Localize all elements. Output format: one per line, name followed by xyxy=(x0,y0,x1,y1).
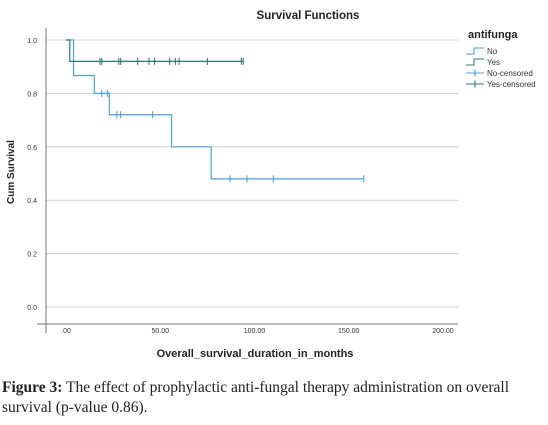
x-axis-label: Overall_survival_duration_in_months xyxy=(157,348,354,360)
legend-swatch-step xyxy=(466,47,484,55)
caption-text: The effect of prophylactic anti-fungal t… xyxy=(2,379,510,416)
caption-label: Figure 3: xyxy=(2,379,63,396)
y-tick-label: 0.2 xyxy=(27,252,37,259)
legend-label: Yes xyxy=(487,58,500,67)
figure-caption: Figure 3: The effect of prophylactic ant… xyxy=(2,378,546,418)
x-tick-labels: .00 50.00 100.00 150.00 200.00 xyxy=(61,328,454,335)
gridlines xyxy=(46,39,458,308)
x-tick-label: 150.00 xyxy=(338,328,360,335)
y-axis-label: Cum Survival xyxy=(6,140,17,204)
legend-swatch-censored xyxy=(466,69,484,77)
y-tick-label: 0.0 xyxy=(27,305,37,312)
y-tick-label: 0.4 xyxy=(27,198,37,205)
x-tick-label: .00 xyxy=(61,328,71,335)
legend-swatch-step xyxy=(466,58,484,66)
x-tick-label: 100.00 xyxy=(244,328,266,335)
legend-label: No xyxy=(487,47,498,56)
legend-swatch-censored xyxy=(466,80,484,88)
x-tick-label: 200.00 xyxy=(432,328,454,335)
y-tick-label: 1.0 xyxy=(27,38,37,45)
chart-title: Survival Functions xyxy=(257,10,360,22)
survival-chart: 0.0 0.2 0.4 0.6 0.8 1.0 .00 50.00 100.00 150.00 2… xyxy=(6,10,536,360)
legend-label: No-censored xyxy=(487,69,533,78)
legend-title: antifunga xyxy=(468,29,518,41)
series-layer xyxy=(66,39,365,183)
survival-line-yes xyxy=(66,39,244,62)
y-tick-labels: 0.0 0.2 0.4 0.6 0.8 1.0 xyxy=(27,38,37,312)
x-tick-label: 50.00 xyxy=(151,328,169,335)
legend: No Yes No-censored Yes-censored xyxy=(466,47,536,89)
y-tick-label: 0.8 xyxy=(27,91,37,98)
survival-line-no xyxy=(66,39,364,180)
legend-label: Yes-censored xyxy=(487,80,536,89)
y-tick-label: 0.6 xyxy=(27,145,37,152)
